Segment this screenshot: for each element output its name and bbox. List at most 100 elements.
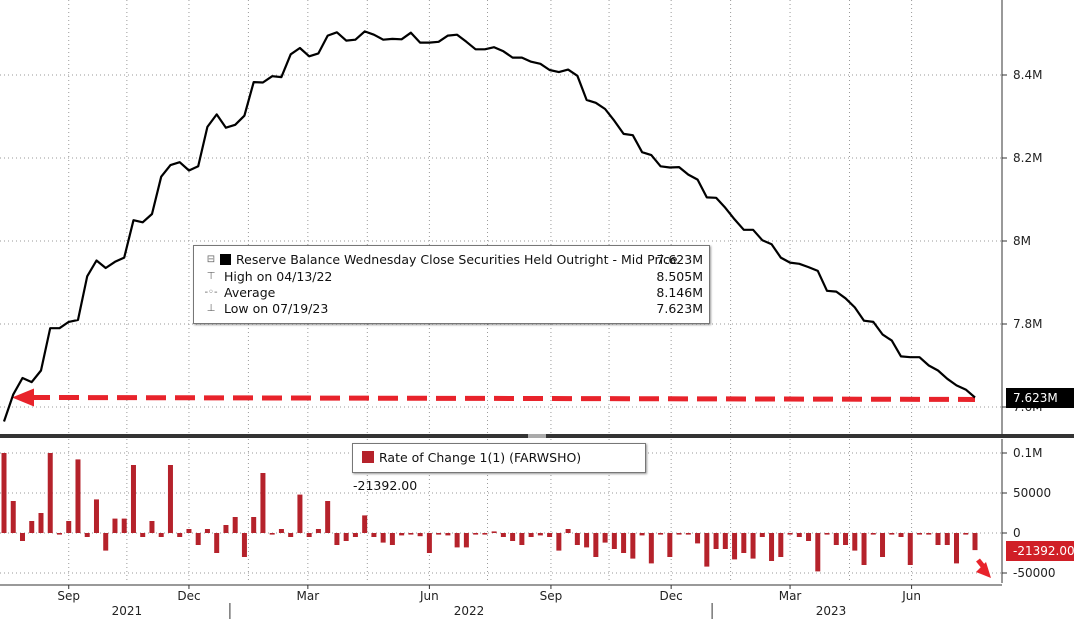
roc-bar xyxy=(648,533,654,564)
legend-low-value: 7.623M xyxy=(656,301,703,316)
roc-bar xyxy=(232,517,238,533)
roc-bar xyxy=(334,533,340,545)
x-month-label-6: Mar xyxy=(779,589,802,603)
roc-bar xyxy=(241,533,247,557)
roc-bar xyxy=(473,533,479,535)
reference-dashed-line xyxy=(29,394,976,402)
roc-bar xyxy=(306,533,312,537)
roc-bar xyxy=(408,533,414,535)
roc-bar xyxy=(177,533,183,537)
roc-bar xyxy=(269,533,275,535)
roc-bar xyxy=(732,533,738,560)
roc-bar xyxy=(362,515,368,533)
roc-bar xyxy=(463,533,469,548)
x-month-label-4: Sep xyxy=(540,589,563,603)
roc-bar xyxy=(611,533,617,549)
roc-bar xyxy=(454,533,460,548)
roc-bar xyxy=(713,533,719,549)
y-tick-label-top-3: 7.8M xyxy=(1013,317,1042,331)
x-month-label-3: Jun xyxy=(419,589,439,603)
high-marker-icon: ⊤ xyxy=(206,271,216,282)
roc-bar xyxy=(935,533,941,545)
price-line xyxy=(2,30,976,422)
roc-bar xyxy=(214,533,220,553)
roc-bar xyxy=(917,533,923,535)
roc-bar xyxy=(112,518,118,533)
roc-bar xyxy=(806,533,812,541)
roc-bar xyxy=(130,465,136,533)
roc-bar xyxy=(399,533,405,536)
roc-bar xyxy=(325,501,331,533)
roc-bar xyxy=(204,529,210,533)
roc-bar xyxy=(574,533,580,545)
roc-bar xyxy=(140,533,146,537)
roc-bar xyxy=(880,533,886,557)
roc-bar xyxy=(66,521,72,533)
roc-bar xyxy=(963,533,969,535)
roc-bar xyxy=(121,518,127,533)
roc-bar xyxy=(639,533,645,536)
roc-bar xyxy=(75,459,81,533)
roc-bar xyxy=(722,533,728,549)
x-year-label-1: 2022 xyxy=(454,604,485,618)
roc-bar xyxy=(750,533,756,559)
price-legend[interactable]: ⊟ Reserve Balance Wednesday Close Securi… xyxy=(193,245,710,324)
roc-bar xyxy=(898,533,904,537)
roc-bar xyxy=(84,533,90,537)
roc-bar xyxy=(195,533,201,545)
roc-bar xyxy=(93,499,99,533)
roc-bar xyxy=(500,533,506,537)
roc-bar xyxy=(630,533,636,559)
panel-resize-handle xyxy=(528,434,546,438)
roc-bar xyxy=(38,513,44,533)
roc-bar xyxy=(621,533,627,553)
roc-bar xyxy=(695,533,701,544)
last-price-flag: 7.623M xyxy=(1006,388,1074,408)
y-tick-label-bottom-0: 0.1M xyxy=(1013,446,1042,460)
roc-bar xyxy=(833,533,839,545)
roc-bar xyxy=(676,533,682,535)
x-month-label-0: Sep xyxy=(57,589,80,603)
y-tick-label-top-1: 8.2M xyxy=(1013,151,1042,165)
average-marker-icon: -◦- xyxy=(204,287,218,298)
collapse-icon[interactable]: ⊟ xyxy=(206,254,216,265)
roc-bar xyxy=(445,533,451,536)
roc-bar xyxy=(10,501,16,533)
roc-bar xyxy=(343,533,349,541)
roc-bar xyxy=(436,533,442,535)
x-year-label-2: 2023 xyxy=(816,604,847,618)
legend-high-value: 8.505M xyxy=(656,269,703,284)
roc-bar xyxy=(417,533,423,537)
axis-background xyxy=(1002,0,1074,619)
roc-legend[interactable]: Rate of Change 1(1) (FARWSHO) -21392.00 xyxy=(352,443,646,493)
roc-bar xyxy=(815,533,821,572)
roc-bar xyxy=(426,533,432,553)
legend-low-row: ⊥ Low on 07/19/23 7.623M xyxy=(204,301,703,317)
roc-bar xyxy=(251,517,257,533)
roc-bar xyxy=(704,533,710,567)
roc-bar xyxy=(1,453,7,533)
roc-bar xyxy=(297,494,303,533)
roc-arrow-head xyxy=(976,562,991,578)
legend-series-row: ⊟ Reserve Balance Wednesday Close Securi… xyxy=(204,252,703,268)
roc-bar xyxy=(926,533,932,535)
y-tick-label-bottom-1: 50000 xyxy=(1013,486,1051,500)
roc-bar xyxy=(769,533,775,561)
roc-bar xyxy=(510,533,516,541)
legend-high-row: ⊤ High on 04/13/22 8.505M xyxy=(204,269,703,285)
roc-bar xyxy=(870,533,876,535)
roc-bar xyxy=(778,533,784,557)
roc-bar xyxy=(186,529,192,533)
roc-bar xyxy=(260,473,266,533)
roc-bar xyxy=(56,533,62,535)
roc-bar xyxy=(658,533,664,535)
roc-bar xyxy=(149,521,155,533)
roc-bar xyxy=(954,533,960,564)
legend-series-value: 7.623M xyxy=(656,252,703,267)
legend-low-label: Low on 07/19/23 xyxy=(224,301,329,316)
x-month-label-7: Jun xyxy=(901,589,921,603)
reference-arrow-head xyxy=(12,388,34,407)
roc-bar xyxy=(843,533,849,545)
